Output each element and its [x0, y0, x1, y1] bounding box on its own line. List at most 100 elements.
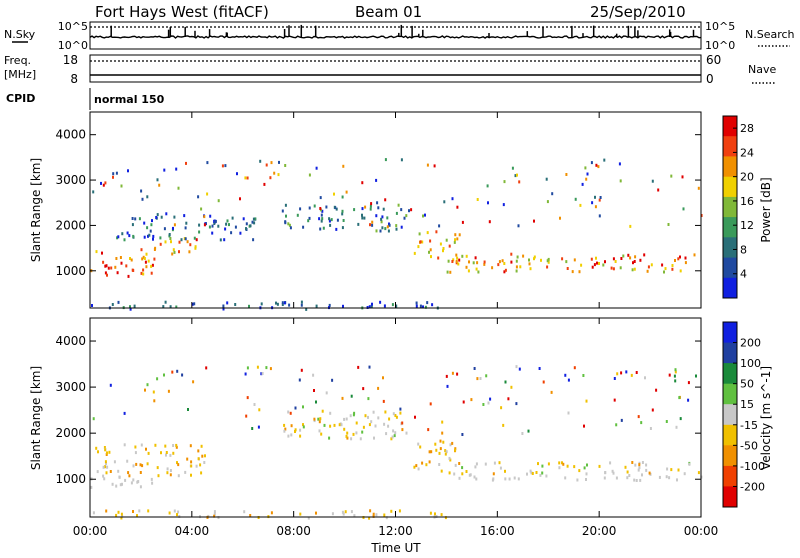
echo-cell — [159, 242, 162, 246]
echo-cell — [281, 303, 284, 306]
echo-cell — [146, 462, 149, 466]
echo-cell — [305, 307, 308, 311]
echo-cell — [475, 462, 478, 466]
echo-cell — [95, 250, 98, 254]
echo-cell — [369, 207, 372, 211]
echo-cell — [564, 373, 567, 377]
echo-cell — [542, 380, 545, 384]
echo-cell — [165, 453, 167, 457]
colorbar-tick-label: 28 — [740, 122, 754, 135]
echo-cell — [599, 196, 602, 199]
echo-cell — [184, 237, 187, 241]
echo-cell — [172, 226, 174, 230]
echo-cell — [624, 465, 627, 469]
echo-cell — [392, 429, 395, 433]
echo-cell — [101, 251, 103, 255]
echo-cell — [328, 303, 331, 307]
echo-cell — [533, 219, 535, 223]
echo-cell — [249, 224, 252, 228]
echo-cell — [189, 444, 192, 448]
echo-cell — [201, 454, 204, 458]
echo-cell — [516, 255, 519, 259]
echo-cell — [561, 461, 563, 465]
echo-cell — [234, 225, 237, 229]
echo-cell — [224, 227, 227, 231]
echo-cell — [453, 240, 456, 244]
echo-cell — [315, 304, 318, 308]
echo-cell — [646, 269, 649, 273]
echo-cell — [442, 249, 444, 253]
echo-cell — [115, 171, 118, 175]
echo-cell — [400, 158, 403, 162]
echo-cell — [486, 184, 489, 188]
echo-cell — [357, 222, 360, 226]
echo-cell — [395, 224, 398, 228]
echo-cell — [246, 396, 249, 400]
echo-cell — [338, 423, 341, 427]
echo-cell — [448, 471, 451, 475]
echo-cell — [639, 478, 642, 482]
echo-cell — [321, 409, 324, 413]
echo-cell — [130, 481, 133, 485]
power-colorbar: 4 8 12 16 20 24 28 — [722, 115, 754, 299]
echo-cell — [383, 422, 386, 426]
echo-cell — [95, 446, 98, 450]
echo-cell — [645, 468, 648, 472]
echo-cell — [430, 255, 432, 259]
echo-cell — [313, 204, 316, 208]
echo-cell — [522, 254, 525, 258]
echo-cell — [302, 405, 304, 409]
echo-cell — [315, 166, 318, 170]
echo-cell — [399, 411, 402, 415]
echo-cell — [381, 215, 384, 219]
echo-cell — [102, 183, 105, 187]
echo-cell — [415, 301, 418, 305]
nave-tick-low: 0 — [706, 72, 714, 86]
power-ylabel: Slant Range [km] — [29, 158, 43, 262]
echo-cell — [150, 223, 153, 227]
echo-cell — [375, 229, 378, 233]
echo-cell — [126, 231, 129, 235]
echo-cell — [133, 304, 136, 308]
echo-cell — [535, 471, 538, 474]
echo-cell — [390, 437, 393, 441]
echo-cell — [444, 449, 447, 453]
echo-cell — [148, 233, 151, 237]
echo-cell — [370, 420, 373, 424]
echo-cell — [104, 181, 107, 185]
echo-cell — [546, 259, 549, 263]
echo-cell — [503, 270, 506, 274]
echo-cell — [449, 270, 452, 274]
echo-cell — [612, 257, 615, 261]
echo-cell — [693, 253, 696, 257]
echo-cell — [353, 208, 356, 212]
echo-cell — [177, 463, 180, 467]
echo-cell — [376, 201, 379, 205]
echo-cell — [622, 254, 625, 258]
echo-cell — [151, 219, 153, 223]
echo-cell — [213, 512, 216, 516]
echo-cell — [661, 263, 664, 267]
echo-cell — [474, 256, 477, 260]
echo-cell — [166, 467, 169, 471]
echo-cell — [114, 265, 117, 269]
nsearch-label: N.Search — [745, 28, 795, 41]
echo-cell — [567, 378, 570, 382]
echo-cell — [146, 226, 149, 230]
echo-cell — [479, 377, 482, 380]
x-tick-label: 08:00 — [276, 524, 311, 538]
x-tick-label: 00:00 — [684, 524, 719, 538]
x-tick-label: 04:00 — [175, 524, 210, 538]
echo-cell — [439, 242, 442, 246]
echo-cell — [633, 267, 636, 271]
echo-cell — [462, 400, 465, 404]
echo-cell — [259, 159, 262, 163]
echo-cell — [515, 265, 518, 269]
echo-cell — [371, 302, 373, 306]
power-panel-frame — [89, 111, 702, 309]
echo-cell — [190, 473, 192, 477]
echo-cell — [200, 471, 203, 475]
echo-cell — [397, 203, 400, 207]
echo-cell — [578, 270, 581, 274]
